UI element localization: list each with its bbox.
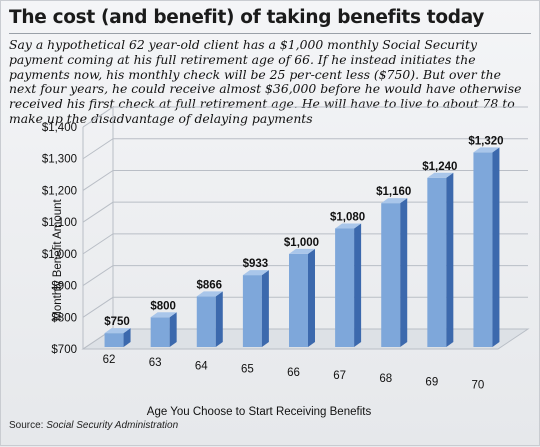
bar-top: [242, 270, 269, 276]
x-tick-label: 66: [287, 367, 300, 379]
gridline: [82, 169, 528, 191]
bar-top: [150, 312, 177, 318]
data-label: $750: [104, 316, 130, 328]
bar: [150, 317, 170, 347]
x-tick-label: 69: [425, 376, 438, 388]
bar: [289, 253, 308, 347]
title-divider: [9, 33, 531, 34]
y-tick-label: $1,100: [42, 217, 77, 229]
chart-bars: [104, 147, 500, 347]
y-tick-label: $1,200: [42, 185, 77, 197]
bar-top: [335, 223, 362, 229]
bar-top: [473, 147, 500, 153]
data-label: $1,240: [422, 161, 457, 173]
data-label: $800: [150, 300, 176, 312]
x-tick-label: 65: [241, 364, 254, 376]
x-axis-ticks: 62 63 64 65 66 67 68 69 70: [103, 354, 485, 392]
x-axis-label: Age You Choose to Start Receiving Benefi…: [147, 406, 372, 418]
bar-side: [400, 198, 408, 347]
x-tick-label: 64: [195, 360, 208, 372]
bar-top: [104, 328, 131, 334]
x-tick-label: 68: [379, 373, 392, 385]
source-label: Source:: [9, 420, 47, 431]
bar-top: [196, 291, 223, 297]
bar: [427, 177, 447, 347]
y-tick-label: $700: [51, 344, 77, 356]
bar: [196, 296, 216, 347]
bar: [335, 228, 355, 347]
y-tick-label: $900: [51, 281, 77, 293]
x-tick-label: 63: [149, 357, 162, 369]
data-label: $933: [243, 258, 269, 270]
bar-side: [123, 328, 131, 347]
data-label: $1,080: [330, 212, 365, 224]
bar-top: [427, 172, 454, 178]
gridline: [82, 201, 528, 223]
data-label: $1,320: [468, 135, 503, 147]
source-text: Social Security Administration: [46, 420, 179, 431]
data-label: $1,160: [376, 186, 411, 198]
bar-side: [261, 270, 269, 347]
gridline: [82, 138, 528, 160]
y-tick-label: $1,000: [42, 249, 77, 261]
y-tick-label: $1,300: [42, 154, 77, 166]
bar-top: [289, 248, 315, 254]
y-tick-label: $800: [51, 312, 77, 324]
bar-side: [308, 248, 315, 347]
bar: [104, 333, 124, 347]
y-axis-ticks: $700 $800 $900 $1,000 $1,100 $1,200 $1,300 $1,4…: [42, 122, 77, 356]
bar-side: [354, 223, 362, 347]
bar: [381, 203, 401, 347]
bar-top: [381, 198, 408, 204]
bar-side: [169, 312, 177, 347]
y-axis-label: Monthly Benefit Amount: [52, 198, 64, 320]
data-labels: $750 $800 $866 $933 $1,000 $1,080 $1,160 $1,240…: [104, 135, 503, 328]
source-note: Source: Social Security Administration: [9, 420, 178, 431]
bar: [242, 275, 262, 347]
page-title: The cost (and benefit) of taking benefit…: [9, 7, 485, 28]
bar-side: [446, 172, 454, 347]
y-tick-label: $1,400: [42, 122, 77, 134]
bar-side: [215, 291, 223, 347]
x-tick-label: 70: [472, 380, 485, 392]
data-label: $866: [196, 279, 222, 291]
gridline: [82, 106, 528, 128]
x-tick-label: 62: [103, 354, 116, 366]
x-tick-label: 67: [333, 370, 346, 382]
bar: [473, 152, 493, 347]
bar-side: [492, 147, 500, 347]
data-label: $1,000: [284, 237, 319, 249]
